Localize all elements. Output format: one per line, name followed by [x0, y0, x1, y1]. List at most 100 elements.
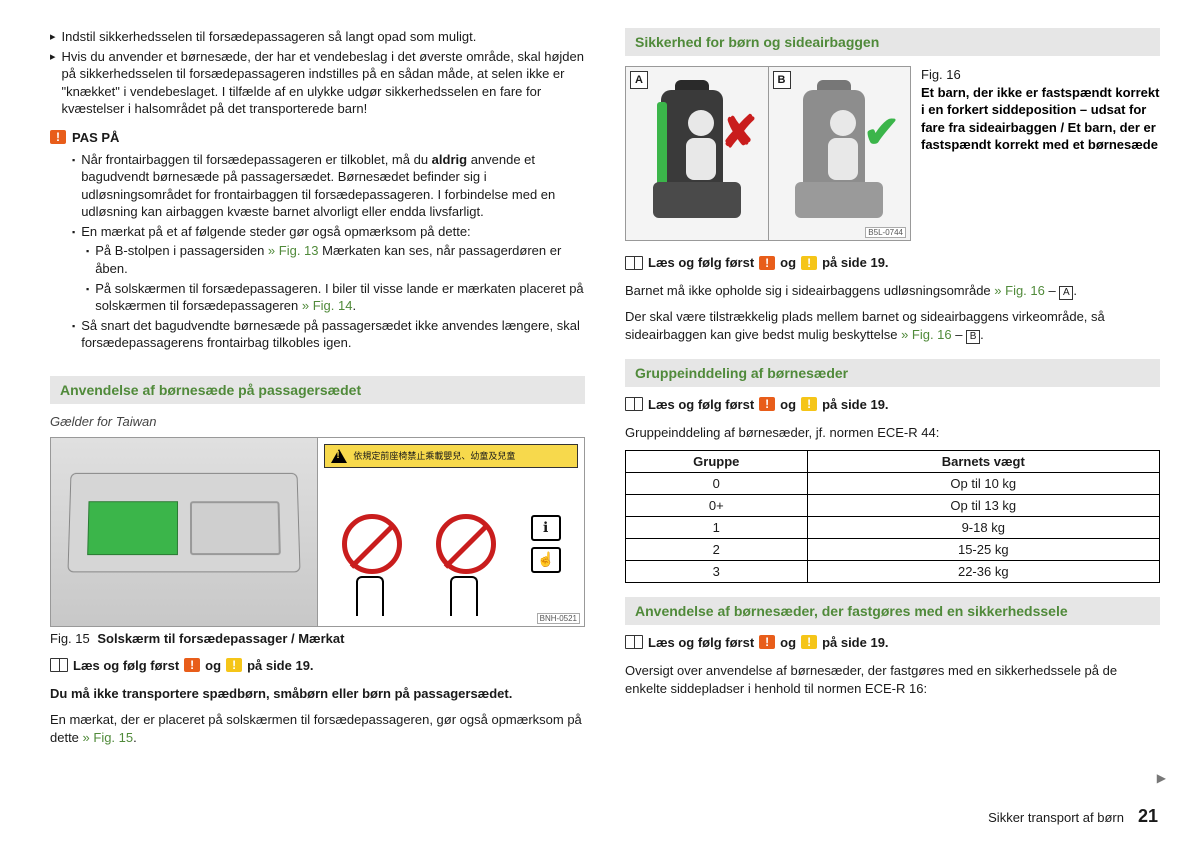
- t: På B-stolpen i passagersiden: [95, 243, 268, 258]
- page-footer: Sikker transport af børn 21: [988, 806, 1158, 827]
- para-airbag-space: Der skal være tilstrækkelig plads mellem…: [625, 308, 1160, 344]
- bullet: Indstil sikkerhedsselen til forsædepassa…: [50, 28, 585, 46]
- fig-link: » Fig. 14: [302, 298, 353, 313]
- letter-a-icon: A: [1059, 286, 1073, 300]
- table-intro: Gruppeinddeling af børnesæder, jf. norme…: [625, 424, 1160, 442]
- pas-item: Så snart det bagudvendte børnesæde på pa…: [72, 317, 585, 352]
- warning-strip: 依規定前座椅禁止乘載嬰兒、幼童及兒童: [324, 444, 578, 468]
- pas-item: Når frontairbaggen til forsædepassageren…: [72, 151, 585, 221]
- para-airbag-zone: Barnet må ikke opholde sig i sideairbagg…: [625, 282, 1160, 300]
- read-mid: og: [205, 658, 221, 673]
- read-suffix: på side 19.: [247, 658, 313, 673]
- airbag-zone-icon: [657, 102, 667, 192]
- bullet-text: Indstil sikkerhedsselen til forsædepassa…: [62, 28, 477, 46]
- warning-icon: !: [759, 256, 775, 270]
- read-suffix: på side 19.: [822, 397, 888, 412]
- fig-code: BNH-0521: [537, 613, 580, 624]
- page-number: 21: [1138, 806, 1158, 827]
- cell: 15-25 kg: [807, 538, 1159, 560]
- taiwan-note: Gælder for Taiwan: [50, 414, 585, 429]
- green-label-icon: [87, 501, 178, 555]
- cell: Op til 13 kg: [807, 494, 1159, 516]
- read-first-line: Læs og følg først ! og ! på side 19.: [625, 255, 1160, 270]
- panel-label-a: A: [630, 71, 648, 89]
- table-header-row: Gruppe Barnets vægt: [626, 450, 1160, 472]
- sun-visor-icon: [67, 473, 300, 572]
- book-icon: [625, 635, 643, 649]
- read-first-line: Læs og følg først ! og ! på side 19.: [625, 397, 1160, 412]
- fig16-a: A ✘: [626, 67, 768, 240]
- book-icon: [625, 256, 643, 270]
- warning-icon: !: [184, 658, 200, 672]
- read-mid: og: [780, 635, 796, 650]
- fig-code: B5L-0744: [865, 227, 906, 238]
- t: .: [352, 298, 356, 313]
- fig15-visor-illustration: [51, 438, 317, 626]
- cross-icon: ✘: [721, 107, 758, 158]
- para-belt-overview: Oversigt over anvendelse af børnesæder, …: [625, 662, 1160, 698]
- pas-sub: På B-stolpen i passagersiden » Fig. 13 M…: [86, 242, 585, 277]
- read-prefix: Læs og følg først: [648, 397, 754, 412]
- pas-header: ! PAS PÅ: [50, 130, 585, 145]
- table-row: 322-36 kg: [626, 560, 1160, 582]
- prohibit-icon: [436, 514, 496, 574]
- col-group: Gruppe: [626, 450, 808, 472]
- cell: 22-36 kg: [807, 560, 1159, 582]
- read-first-line: Læs og følg først ! og ! på side 19.: [625, 635, 1160, 650]
- fig-label: Fig. 16: [921, 66, 1160, 84]
- warning-icon: !: [759, 397, 775, 411]
- read-suffix: på side 19.: [822, 255, 888, 270]
- fig16-caption: Fig. 16 Et barn, der ikke er fastspændt …: [921, 66, 1160, 154]
- read-mid: og: [780, 397, 796, 412]
- fig-link: » Fig. 16: [901, 327, 952, 342]
- pas-text: En mærkat på et af følgende steder gør o…: [81, 223, 470, 241]
- panel-label-b: B: [773, 71, 791, 89]
- fig15-caption: Fig. 15 Solskærm til forsædepassager / M…: [50, 631, 585, 646]
- caution-icon: !: [226, 658, 242, 672]
- read-prefix: Læs og følg først: [648, 635, 754, 650]
- pas-sub-text: På solskærmen til forsædepassageren. I b…: [95, 280, 585, 315]
- intro-bullets: Indstil sikkerhedsselen til forsædepassa…: [50, 28, 585, 118]
- warning-icon: !: [759, 635, 775, 649]
- check-icon: ✔: [863, 107, 900, 158]
- fig15-label-illustration: 依規定前座椅禁止乘載嬰兒、幼童及兒童 ℹ ☝: [317, 438, 584, 626]
- manual-icon: ℹ: [531, 515, 561, 541]
- prohibit-icon: [342, 514, 402, 574]
- seat-icon: [356, 576, 384, 616]
- fig-link: » Fig. 16: [994, 283, 1045, 298]
- bullet-text: Hvis du anvender et børnesæde, der har e…: [62, 48, 585, 118]
- figure-16: A ✘ B ✔ B5L-07: [625, 66, 911, 241]
- pas-text: Når frontairbaggen til forsædepassageren…: [81, 151, 585, 221]
- table-row: 215-25 kg: [626, 538, 1160, 560]
- cell: Op til 10 kg: [807, 472, 1159, 494]
- figure-16-row: A ✘ B ✔ B5L-07: [625, 66, 1160, 245]
- groups-table: Gruppe Barnets vægt 0Op til 10 kg 0+Op t…: [625, 450, 1160, 583]
- pas-text: Så snart det bagudvendte børnesæde på pa…: [81, 317, 585, 352]
- no-children-front: Du må ikke transportere spædbørn, småbør…: [50, 685, 585, 703]
- caution-icon: !: [801, 256, 817, 270]
- triangle-warning-icon: [331, 449, 347, 463]
- right-column: Sikkerhed for børn og sideairbaggen A ✘ …: [625, 28, 1160, 827]
- pas-content: Når frontairbaggen til forsædepassageren…: [50, 149, 585, 362]
- t: Der skal være tilstrækkelig plads mellem…: [625, 309, 1105, 342]
- cell: 9-18 kg: [807, 516, 1159, 538]
- pas-sub-text: På B-stolpen i passagersiden » Fig. 13 M…: [95, 242, 585, 277]
- child-icon: [681, 110, 721, 190]
- table-row: 0+Op til 13 kg: [626, 494, 1160, 516]
- book-icon: [625, 397, 643, 411]
- fig-label: Fig. 15: [50, 631, 90, 646]
- letter-b-icon: B: [966, 330, 980, 344]
- fig-link: » Fig. 13: [268, 243, 319, 258]
- caution-icon: !: [801, 635, 817, 649]
- section-belt: Anvendelse af børnesæder, der fastgøres …: [625, 597, 1160, 625]
- hand-icon: ☝: [531, 547, 561, 573]
- read-first-line: Læs og følg først ! og ! på side 19.: [50, 658, 585, 673]
- continue-icon: ▶: [1157, 771, 1166, 785]
- table-row: 19-18 kg: [626, 516, 1160, 538]
- pas-label: PAS PÅ: [72, 130, 119, 145]
- cell: 3: [626, 560, 808, 582]
- prohibit-row: ℹ ☝: [324, 468, 578, 614]
- read-suffix: på side 19.: [822, 635, 888, 650]
- cell: 1: [626, 516, 808, 538]
- table-row: 0Op til 10 kg: [626, 472, 1160, 494]
